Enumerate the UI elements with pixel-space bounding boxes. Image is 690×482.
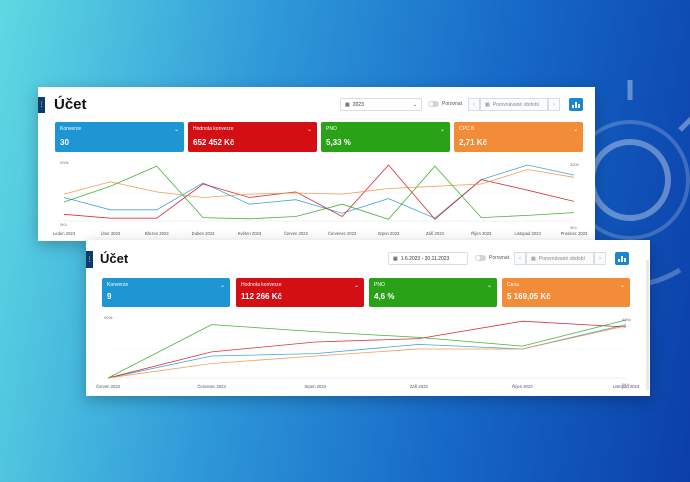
kpi-card-cpc[interactable]: CPC B 2,71 Kč ⌄: [454, 122, 583, 152]
series-line-red: [107, 320, 627, 379]
y-axis-left-bottom-label: 0Kč: [60, 222, 67, 227]
x-tick-label: Září 2023: [410, 384, 429, 389]
compare-prev-button[interactable]: ‹: [514, 252, 526, 265]
y-axis-left-top-label: 900k: [104, 315, 113, 320]
chevron-down-icon: ⌄: [219, 283, 225, 289]
y-axis-right-bottom-label: 0Kč: [622, 382, 629, 387]
x-tick-label: Listopad 2023: [514, 231, 541, 236]
account-panel-period: ⋮ Účet ▦ 1.6.2023 - 30.11.2023 Porovnat …: [86, 240, 650, 396]
page-title: Účet: [100, 251, 129, 266]
x-tick-label: Červenec 2023: [328, 231, 357, 236]
calendar-icon: ▦: [531, 255, 536, 262]
panel-handle[interactable]: ⋮: [86, 251, 93, 268]
compare-period-select[interactable]: ▦ Porovnávané období: [526, 252, 594, 265]
period-select[interactable]: ▦ 1.6.2023 - 30.11.2023: [388, 252, 468, 265]
series-line-green: [107, 319, 627, 379]
chart-view-button[interactable]: [615, 252, 629, 265]
compare-toggle[interactable]: Porovnat: [475, 255, 509, 261]
y-axis-right-top-label: 40Kč: [622, 317, 631, 322]
chart-view-button[interactable]: [569, 98, 583, 111]
series-line-blue: [63, 164, 575, 219]
chevron-down-icon: ⌄: [572, 127, 578, 133]
x-tick-label: Květen 2023: [238, 231, 262, 236]
x-tick-label: Srpen 2023: [378, 231, 400, 236]
compare-period-select[interactable]: ▦ Porovnávané období: [480, 98, 548, 111]
x-tick-label: Únor 2023: [101, 231, 121, 236]
x-tick-label: Březen 2023: [145, 231, 169, 236]
series-line-orange: [63, 169, 575, 198]
chevron-down-icon: ⌄: [619, 283, 625, 289]
chevron-down-icon: ⌄: [173, 127, 179, 133]
x-tick-label: Říjen 2023: [471, 231, 492, 236]
x-tick-label: Prosinec 2023: [561, 231, 588, 236]
scrollbar[interactable]: [646, 260, 649, 390]
kpi-card-conversion-value[interactable]: Hodnota konverze 112 266 Kč ⌄: [236, 278, 364, 307]
x-tick-label: Srpen 2023: [304, 384, 326, 389]
line-chart-period: Červen 2023 Červenec 2023 Srpen 2023 Září 2…: [96, 315, 640, 389]
x-tick-label: Říjen 2023: [512, 384, 533, 389]
series-line-blue: [107, 324, 627, 379]
kpi-card-pno[interactable]: PNO 5,33 % ⌄: [321, 122, 450, 152]
calendar-icon: ▦: [345, 101, 350, 108]
calendar-icon: ▦: [485, 101, 490, 108]
x-tick-label: Listopad 2023: [613, 384, 640, 389]
kpi-card-conversions[interactable]: Konverze 9 ⌄: [102, 278, 230, 307]
x-tick-label: Červen 2023: [284, 231, 309, 236]
page-title: Účet: [54, 96, 87, 113]
chevron-down-icon: ⌄: [306, 127, 312, 133]
chevron-down-icon: ⌄: [353, 283, 359, 289]
x-tick-label: Duben 2023: [192, 231, 215, 236]
compare-next-button[interactable]: ›: [548, 98, 560, 111]
series-line-orange: [107, 325, 627, 379]
compare-prev-button[interactable]: ‹: [468, 98, 480, 111]
kpi-card-pno[interactable]: PNO 4,6 % ⌄: [369, 278, 497, 307]
calendar-icon: ▦: [393, 255, 398, 262]
x-tick-label: Září 2023: [426, 231, 445, 236]
series-line-green: [63, 165, 575, 220]
x-tick-label: Leden 2023: [53, 231, 76, 236]
line-chart-yearly: Leden 2023 Únor 2023 Březen 2023 Duben 2023…: [53, 160, 588, 236]
y-axis-right-bottom-label: 0Kč: [570, 225, 577, 230]
chevron-down-icon: ⌄: [486, 283, 492, 289]
chevron-down-icon: ⌄: [439, 127, 445, 133]
compare-next-button[interactable]: ›: [594, 252, 606, 265]
account-panel-yearly: ⋮ Účet ▦ 2023 ⌄ Porovnat ‹ ▦ Porovnávané…: [38, 87, 595, 241]
kpi-card-cost[interactable]: Cena 5 169,05 Kč ⌄: [502, 278, 630, 307]
y-axis-left-top-label: 900k: [60, 160, 69, 165]
panel-handle[interactable]: ⋮: [38, 97, 45, 113]
x-tick-label: Červen 2023: [96, 384, 121, 389]
chevron-down-icon: ⌄: [412, 101, 417, 108]
y-axis-right-top-label: 3000: [570, 162, 580, 167]
period-select[interactable]: ▦ 2023 ⌄: [340, 98, 422, 111]
x-tick-label: Červenec 2023: [197, 384, 226, 389]
kpi-card-conversion-value[interactable]: Hodnota konverze 652 452 Kč ⌄: [188, 122, 317, 152]
compare-toggle[interactable]: Porovnat: [428, 101, 462, 107]
kpi-card-conversions[interactable]: Konverze 30 ⌄: [55, 122, 184, 152]
